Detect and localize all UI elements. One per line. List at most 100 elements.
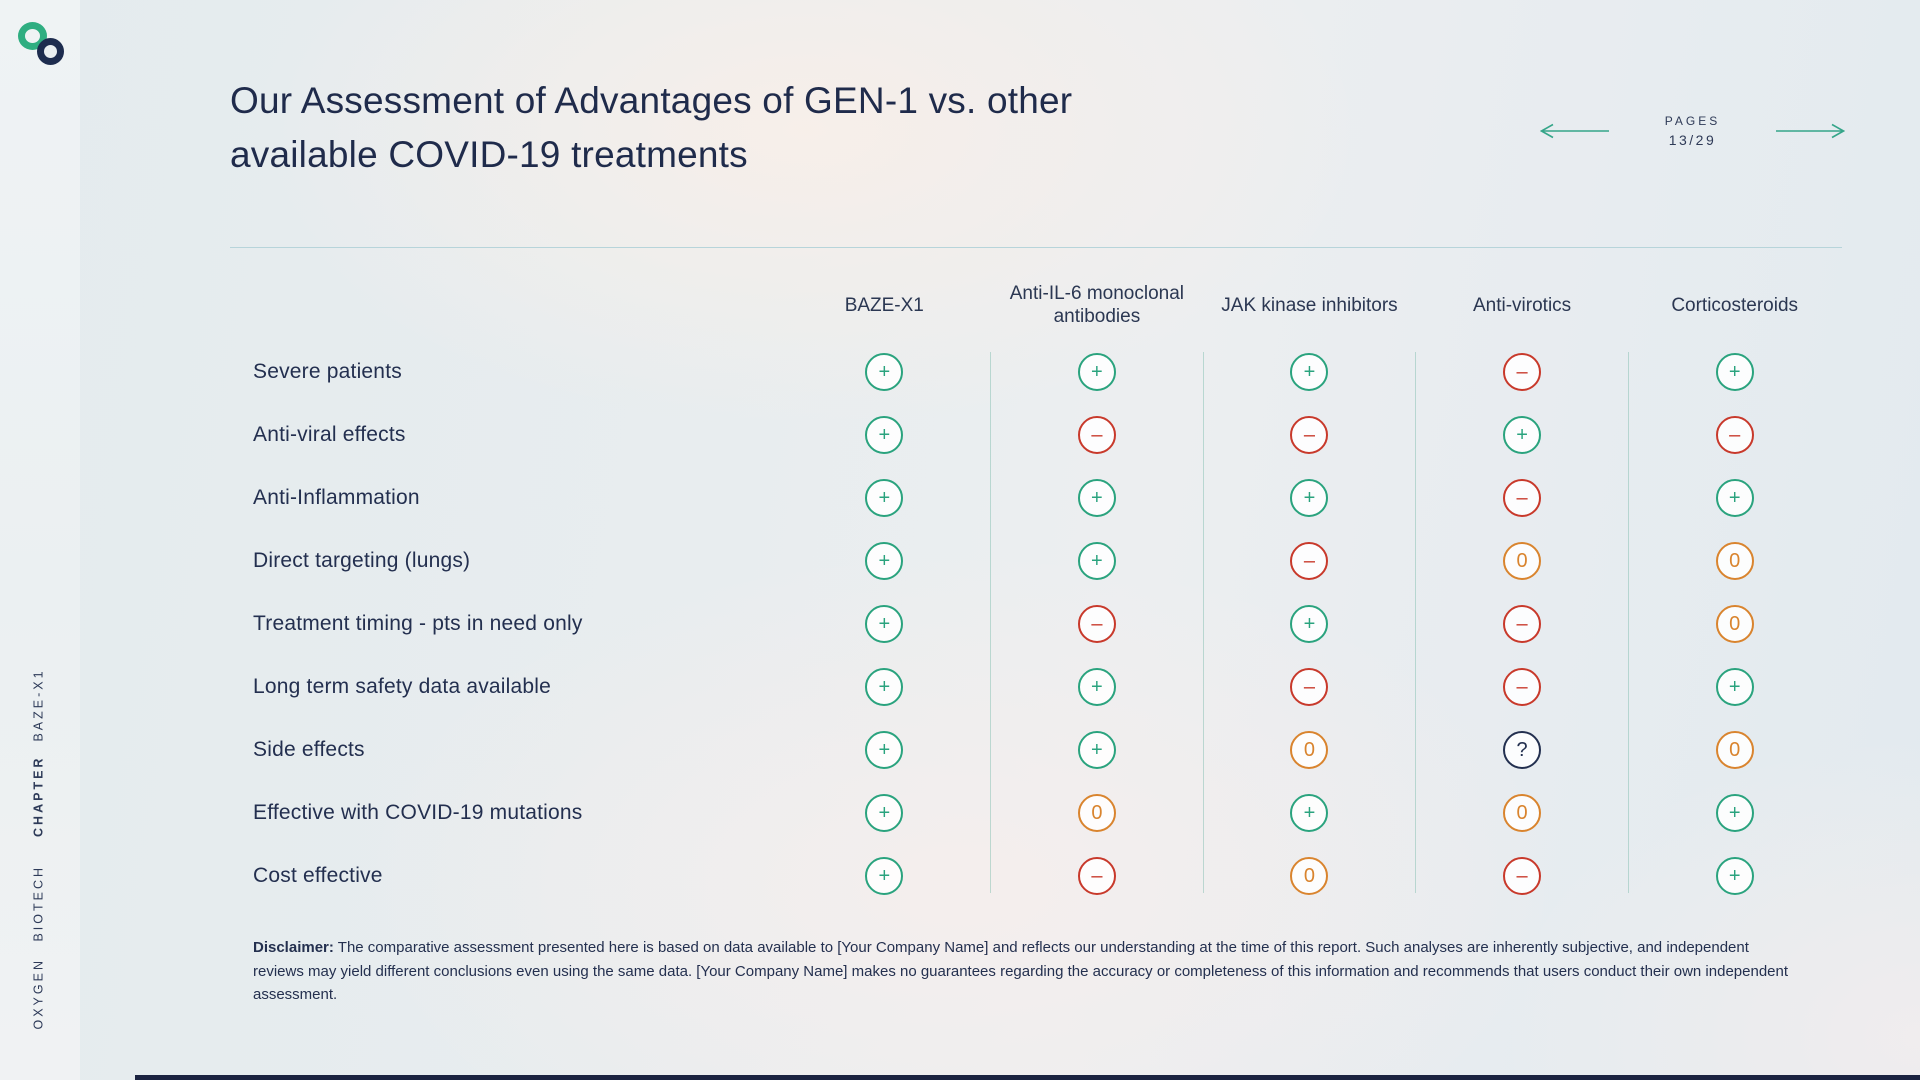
assessment-cell: – xyxy=(1203,655,1416,718)
sidebar-chapter-value: BAZE-X1 xyxy=(31,668,46,742)
row-label: Anti-Inflammation xyxy=(253,485,420,509)
advantage-plus-icon: + xyxy=(1290,793,1329,832)
advantage-plus-icon: + xyxy=(1715,793,1754,832)
previous-page-arrow-icon[interactable] xyxy=(1540,123,1610,139)
row-label: Side effects xyxy=(253,737,365,761)
disadvantage-minus-icon: – xyxy=(1290,415,1329,454)
assessment-cell: + xyxy=(1628,340,1841,403)
disadvantage-minus-icon: – xyxy=(1077,415,1116,454)
neutral-zero-icon: 0 xyxy=(1290,856,1329,895)
pages-label: PAGES xyxy=(1664,114,1721,128)
assessment-cell: + xyxy=(1628,844,1841,907)
advantage-plus-icon: + xyxy=(1077,478,1116,517)
neutral-zero-icon: 0 xyxy=(1715,541,1754,580)
pages-indicator: PAGES 13/29 xyxy=(1665,114,1720,148)
assessment-cell: + xyxy=(991,655,1204,718)
page-title: Our Assessment of Advantages of GEN-1 vs… xyxy=(230,74,1072,182)
assessment-cell: + xyxy=(991,466,1204,529)
neutral-zero-icon: 0 xyxy=(1077,793,1116,832)
advantage-plus-icon: + xyxy=(865,856,904,895)
assessment-cell: – xyxy=(1203,529,1416,592)
assessment-cell: + xyxy=(778,466,991,529)
disadvantage-minus-icon: – xyxy=(1077,604,1116,643)
disclaimer: Disclaimer: The comparative assessment p… xyxy=(253,936,1803,1007)
assessment-cell: + xyxy=(1203,340,1416,403)
sidebar-chapter-label: CHAPTER xyxy=(31,755,46,837)
company-logo xyxy=(18,22,66,68)
disadvantage-minus-icon: – xyxy=(1503,478,1542,517)
table-row: Severe patients + + + – + xyxy=(253,340,1841,403)
column-divider xyxy=(1203,352,1204,893)
advantage-plus-icon: + xyxy=(865,415,904,454)
advantage-plus-icon: + xyxy=(1077,667,1116,706)
page-title-line2: available COVID-19 treatments xyxy=(230,134,748,175)
advantage-plus-icon: + xyxy=(1715,352,1754,391)
assessment-cell: 0 xyxy=(991,781,1204,844)
neutral-zero-icon: 0 xyxy=(1715,604,1754,643)
column-header-4: Anti-virotics xyxy=(1472,294,1572,316)
assessment-cell: – xyxy=(1416,340,1629,403)
column-divider xyxy=(1415,352,1416,893)
advantage-plus-icon: + xyxy=(1077,541,1116,580)
assessment-cell: + xyxy=(1628,781,1841,844)
table-body: Severe patients + + + – + Anti-viral effects + –… xyxy=(253,340,1841,907)
unknown-question-icon: ? xyxy=(1503,730,1542,769)
pages-value: 13/29 xyxy=(1668,132,1717,148)
sidebar: OXYGEN BIOTECH CHAPTER BAZE-X1 xyxy=(0,0,80,1080)
row-label: Long term safety data available xyxy=(253,674,552,698)
advantage-plus-icon: + xyxy=(865,541,904,580)
column-header-empty xyxy=(253,270,778,340)
disclaimer-label: Disclaimer: xyxy=(253,939,334,956)
assessment-cell: 0 xyxy=(1628,718,1841,781)
assessment-cell: + xyxy=(991,718,1204,781)
assessment-cell: 0 xyxy=(1203,718,1416,781)
sidebar-company-name: OXYGEN BIOTECH xyxy=(31,864,46,1030)
assessment-cell: – xyxy=(1416,655,1629,718)
neutral-zero-icon: 0 xyxy=(1290,730,1329,769)
assessment-cell: – xyxy=(1416,466,1629,529)
assessment-cell: 0 xyxy=(1416,529,1629,592)
advantage-plus-icon: + xyxy=(865,604,904,643)
assessment-cell: + xyxy=(778,592,991,655)
assessment-cell: ? xyxy=(1416,718,1629,781)
next-page-arrow-icon[interactable] xyxy=(1775,123,1845,139)
assessment-cell: + xyxy=(1416,403,1629,466)
disadvantage-minus-icon: – xyxy=(1077,856,1116,895)
column-header-2: Anti-IL-6 monoclonal antibodies xyxy=(1009,283,1185,327)
sidebar-vertical-meta: OXYGEN BIOTECH CHAPTER BAZE-X1 xyxy=(30,668,48,1030)
assessment-cell: + xyxy=(778,844,991,907)
assessment-cell: – xyxy=(1416,592,1629,655)
bottom-accent-bar xyxy=(135,1075,1920,1080)
assessment-cell: + xyxy=(1628,466,1841,529)
pages-navigation: PAGES 13/29 xyxy=(1540,110,1845,152)
row-label: Effective with COVID-19 mutations xyxy=(253,800,583,824)
assessment-cell: – xyxy=(991,592,1204,655)
assessment-cell: 0 xyxy=(1628,529,1841,592)
disadvantage-minus-icon: – xyxy=(1503,604,1542,643)
assessment-cell: + xyxy=(991,529,1204,592)
assessment-cell: – xyxy=(991,844,1204,907)
advantage-plus-icon: + xyxy=(1290,604,1329,643)
row-label: Treatment timing - pts in need only xyxy=(253,611,583,635)
logo-ring-green-icon xyxy=(18,22,47,50)
table-row: Long term safety data available + + – – + xyxy=(253,655,1841,718)
neutral-zero-icon: 0 xyxy=(1503,793,1542,832)
assessment-cell: 0 xyxy=(1416,781,1629,844)
advantage-plus-icon: + xyxy=(865,352,904,391)
assessment-cell: 0 xyxy=(1203,844,1416,907)
assessment-cell: – xyxy=(1203,403,1416,466)
column-header-3: JAK kinase inhibitors xyxy=(1221,294,1398,316)
table-header-row: BAZE-X1 Anti-IL-6 monoclonal antibodies JA… xyxy=(253,270,1841,340)
disadvantage-minus-icon: – xyxy=(1290,667,1329,706)
table-row: Effective with COVID-19 mutations +0 +0 + xyxy=(253,781,1841,844)
advantage-plus-icon: + xyxy=(865,730,904,769)
assessment-cell: + xyxy=(778,403,991,466)
disadvantage-minus-icon: – xyxy=(1503,856,1542,895)
assessment-cell: + xyxy=(1203,781,1416,844)
logo-ring-navy-icon xyxy=(37,38,64,65)
assessment-cell: – xyxy=(991,403,1204,466)
assessment-cell: + xyxy=(1628,655,1841,718)
advantage-plus-icon: + xyxy=(865,793,904,832)
disadvantage-minus-icon: – xyxy=(1503,352,1542,391)
